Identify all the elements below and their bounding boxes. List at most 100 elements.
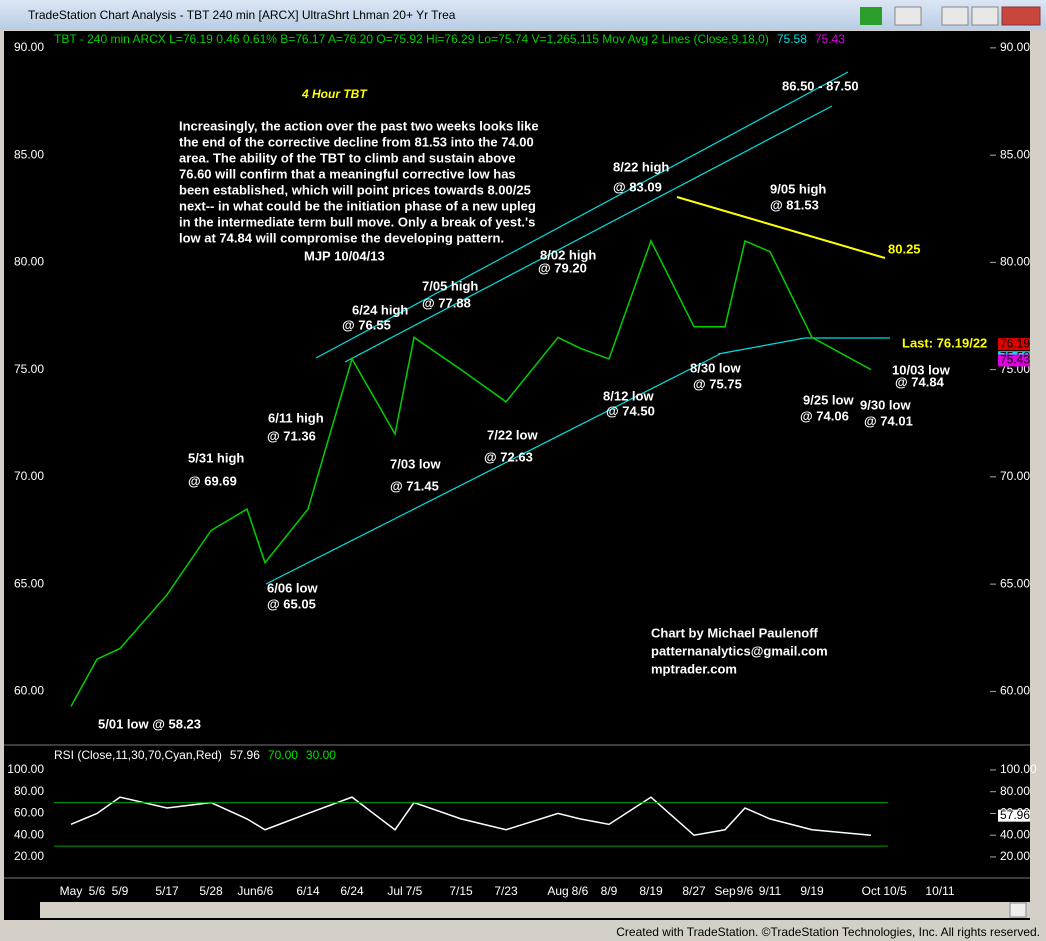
menu-button[interactable] [894,6,922,26]
y-tick-label-right: 80.00 [1000,255,1030,269]
scrollbar[interactable] [40,902,1030,918]
annotation: 8/30 low [690,360,741,375]
series-line [70,239,872,707]
annotation: @ 71.36 [267,428,316,443]
annotation: 7/03 low [390,456,441,471]
rsi-level-label: 70.00 [268,748,298,762]
annotation: 8/12 low [603,388,654,403]
commentary-line: the end of the corrective decline from 8… [179,134,534,149]
window-title: TradeStation Chart Analysis - TBT 240 mi… [28,8,456,22]
y-tick-label: 70.00 [14,469,44,483]
annotation: 5/31 high [188,450,244,465]
commentary-line: Increasingly, the action over the past t… [179,118,539,133]
y-tick-label: 100.00 [7,762,44,776]
x-tick-label: May [60,884,83,898]
annotation: @ 81.53 [770,197,819,212]
commentary-line: 76.60 will confirm that a meaningful cor… [179,166,516,181]
annotation: @ 77.88 [422,295,471,310]
resistance-line [676,196,886,259]
x-tick-label: 8/6 [572,884,589,898]
y-tick-label-right: 65.00 [1000,576,1030,590]
annotation: 5/01 low @ 58.23 [98,716,201,731]
maximize-button[interactable] [971,6,999,26]
y-tick-label-right: 90.00 [1000,40,1030,54]
y-tick-label-right: 85.00 [1000,147,1030,161]
rsi-marker-label: 57.96 [1000,808,1030,822]
annotation: @ 74.06 [800,408,849,423]
rsi-last: 57.96 [230,748,260,762]
price-marker-label: 75.43 [1000,353,1030,367]
annotation: @ 83.09 [613,179,662,194]
x-tick-label: 5/6 [89,884,106,898]
info-line: TBT - 240 min ARCX L=76.19 0.46 0.61% B=… [54,32,845,46]
x-tick-label: 5/28 [199,884,223,898]
commentary-line: next-- in what could be the initiation p… [179,198,536,213]
y-tick-label-right: 100.00 [1000,762,1037,776]
credit: mptrader.com [651,661,737,676]
annotation: @ 69.69 [188,473,237,488]
chart-background [4,31,1030,920]
trendlines [265,71,890,585]
rsi-marker [998,809,1030,822]
annotation: 10/03 low [892,362,951,377]
annotation: 86.50 - 87.50 [782,78,859,93]
series-line [70,796,872,836]
y-tick-label: 20.00 [14,849,44,863]
info-value: 75.43 [815,32,845,46]
rsi-title: RSI (Close,11,30,70,Cyan,Red) [54,748,222,762]
annotation: 9/25 low [803,392,854,407]
x-tick-label: 7/15 [449,884,473,898]
y-tick-label: 60.00 [14,684,44,698]
x-tick-label: 9/6 [737,884,754,898]
annotation: 9/05 high [770,181,826,196]
x-tick-label: 6/24 [340,884,364,898]
annotation: @ 72.63 [484,449,533,464]
support-line [717,337,806,355]
price-marker [998,354,1030,367]
x-tick-label: Jun [237,884,256,898]
info-text: TBT - 240 min ARCX L=76.19 0.46 0.61% B=… [54,32,769,46]
x-tick-label: 8/19 [639,884,663,898]
y-tick-label: 80.00 [14,255,44,269]
y-tick-label-right: 80.00 [1000,784,1030,798]
right-border [1030,31,1046,920]
y-tick-label: 60.00 [14,806,44,820]
x-tick-label: 5/17 [155,884,179,898]
x-tick-label: 8/27 [682,884,706,898]
commentary-line: area. The ability of the TBT to climb an… [179,150,516,165]
y-tick-label: 90.00 [14,40,44,54]
annotation: @ 75.75 [693,376,742,391]
annotation: @ 71.45 [390,478,439,493]
annotation: 7/05 high [422,278,478,293]
y-tick-label: 40.00 [14,827,44,841]
commentary-line: low at 74.84 will compromise the develop… [179,230,504,245]
credit: patternanalytics@gmail.com [651,643,828,658]
rsi-header: RSI (Close,11,30,70,Cyan,Red) 57.96 70.00 3… [54,748,336,762]
rsi-level-label: 30.00 [306,748,336,762]
x-tick-label: 6/14 [296,884,320,898]
x-tick-label: 10/5 [883,884,907,898]
annotation: 6/24 high [352,302,408,317]
y-tick-label: 65.00 [14,576,44,590]
minimize-button[interactable] [941,6,969,26]
x-tick-label: 5/9 [112,884,129,898]
signature: MJP 10/04/13 [304,248,385,263]
x-tick-label: Jul [387,884,402,898]
close-button[interactable] [1001,6,1041,26]
channel-inner [344,105,833,363]
annotation: 6/11 high [268,410,324,425]
chart-title: 4 Hour TBT [301,87,368,101]
annotation: Last: 76.19/22 [902,335,987,350]
status-button[interactable] [860,7,882,25]
annotation: @ 65.05 [267,596,316,611]
y-tick-label-right: 40.00 [1000,827,1030,841]
scroll-thumb[interactable] [1009,902,1027,918]
annotation: @ 74.01 [864,413,913,428]
y-tick-label-right: 60.00 [1000,684,1030,698]
x-tick-label: 8/9 [601,884,618,898]
x-tick-label: Sep [714,884,736,898]
footer: Created with TradeStation. ©TradeStation… [616,925,1040,939]
annotation: @ 74.50 [606,403,655,418]
